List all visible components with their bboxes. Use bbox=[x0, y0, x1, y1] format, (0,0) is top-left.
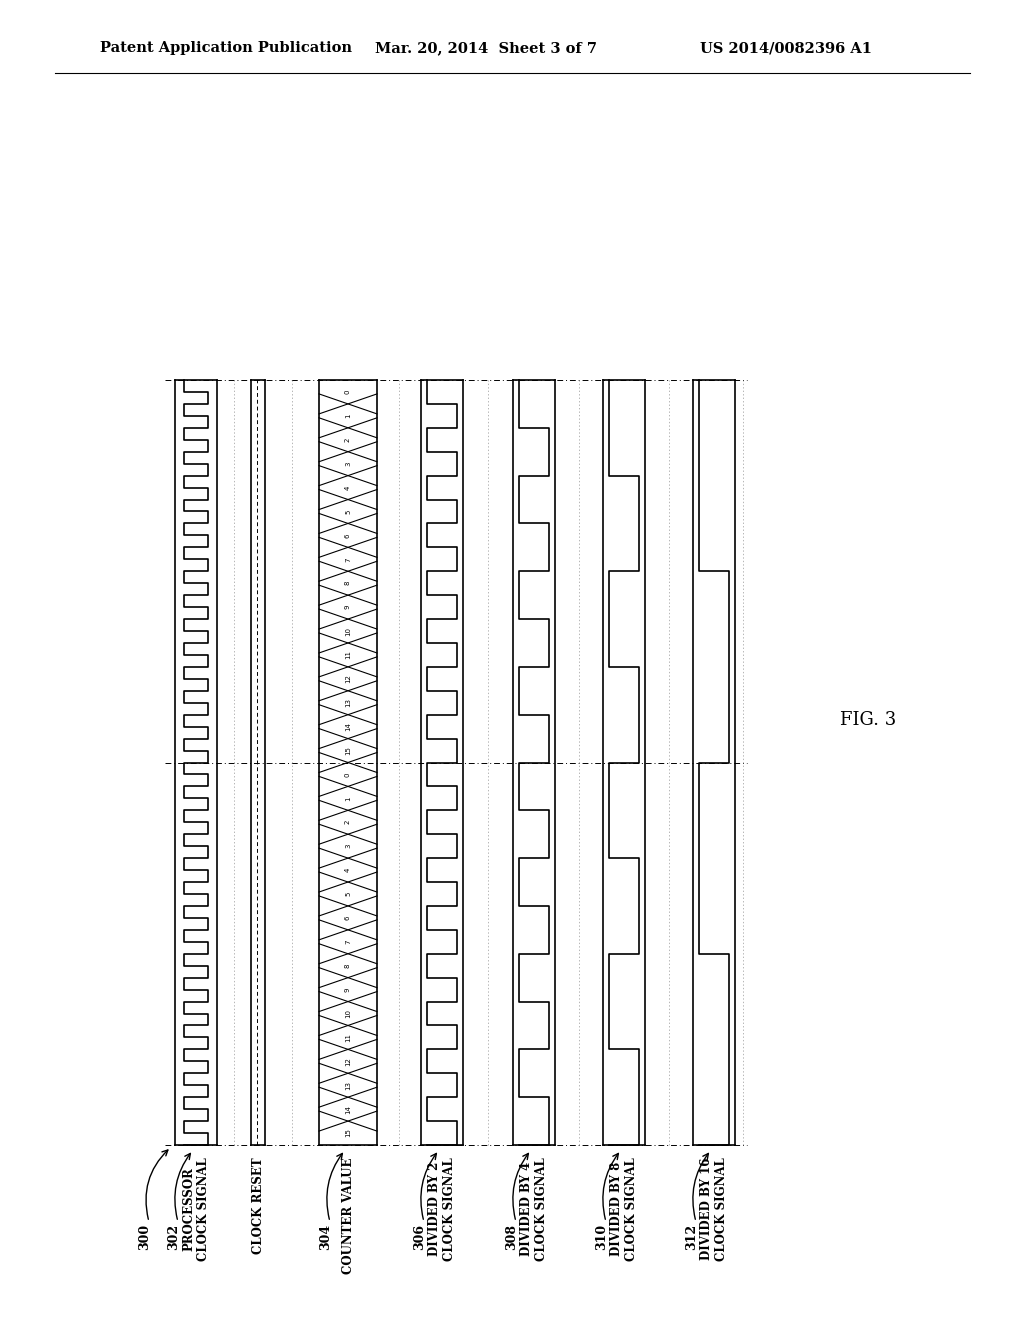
Text: 8: 8 bbox=[345, 581, 351, 586]
Text: 304: 304 bbox=[319, 1224, 333, 1250]
Text: DIVIDED BY 4
CLOCK SIGNAL: DIVIDED BY 4 CLOCK SIGNAL bbox=[520, 1158, 548, 1261]
Text: 13: 13 bbox=[345, 698, 351, 708]
Text: DIVIDED BY 16
CLOCK SIGNAL: DIVIDED BY 16 CLOCK SIGNAL bbox=[700, 1158, 728, 1261]
Text: CLOCK RESET: CLOCK RESET bbox=[252, 1158, 264, 1254]
Text: 312: 312 bbox=[685, 1224, 698, 1250]
Text: 7: 7 bbox=[345, 557, 351, 561]
Text: 10: 10 bbox=[345, 1008, 351, 1018]
Text: 14: 14 bbox=[345, 1105, 351, 1114]
Text: 1: 1 bbox=[345, 796, 351, 801]
Text: 15: 15 bbox=[345, 746, 351, 755]
Text: 11: 11 bbox=[345, 1034, 351, 1041]
Text: 1: 1 bbox=[345, 413, 351, 418]
Text: DIVIDED BY 8
CLOCK SIGNAL: DIVIDED BY 8 CLOCK SIGNAL bbox=[610, 1158, 638, 1261]
Text: FIG. 3: FIG. 3 bbox=[840, 711, 896, 729]
Text: 10: 10 bbox=[345, 627, 351, 635]
Text: Mar. 20, 2014  Sheet 3 of 7: Mar. 20, 2014 Sheet 3 of 7 bbox=[375, 41, 597, 55]
Text: COUNTER VALUE: COUNTER VALUE bbox=[341, 1158, 354, 1274]
Text: 5: 5 bbox=[345, 510, 351, 513]
Text: 12: 12 bbox=[345, 1057, 351, 1065]
Text: 4: 4 bbox=[345, 486, 351, 490]
Text: 5: 5 bbox=[345, 892, 351, 896]
Text: 308: 308 bbox=[506, 1224, 518, 1250]
Text: 300: 300 bbox=[138, 1224, 152, 1250]
Text: US 2014/0082396 A1: US 2014/0082396 A1 bbox=[700, 41, 872, 55]
Text: 306: 306 bbox=[414, 1224, 427, 1250]
Text: 2: 2 bbox=[345, 437, 351, 442]
Text: 2: 2 bbox=[345, 820, 351, 825]
Text: 302: 302 bbox=[168, 1224, 180, 1250]
Text: 310: 310 bbox=[596, 1224, 608, 1250]
Text: 12: 12 bbox=[345, 675, 351, 684]
Text: DIVIDED BY 2
CLOCK SIGNAL: DIVIDED BY 2 CLOCK SIGNAL bbox=[428, 1158, 456, 1261]
Text: PROCESSOR
CLOCK SIGNAL: PROCESSOR CLOCK SIGNAL bbox=[182, 1158, 210, 1261]
Text: 6: 6 bbox=[345, 533, 351, 537]
Text: 6: 6 bbox=[345, 916, 351, 920]
Text: 0: 0 bbox=[345, 772, 351, 776]
Text: 8: 8 bbox=[345, 964, 351, 968]
Text: Patent Application Publication: Patent Application Publication bbox=[100, 41, 352, 55]
Text: 0: 0 bbox=[345, 389, 351, 395]
Text: 3: 3 bbox=[345, 843, 351, 849]
Text: 13: 13 bbox=[345, 1081, 351, 1090]
Text: 3: 3 bbox=[345, 462, 351, 466]
Text: 14: 14 bbox=[345, 722, 351, 731]
Text: 7: 7 bbox=[345, 940, 351, 944]
Text: 9: 9 bbox=[345, 987, 351, 991]
Text: 9: 9 bbox=[345, 605, 351, 610]
Text: 11: 11 bbox=[345, 651, 351, 660]
Text: 4: 4 bbox=[345, 867, 351, 873]
Text: 15: 15 bbox=[345, 1129, 351, 1138]
